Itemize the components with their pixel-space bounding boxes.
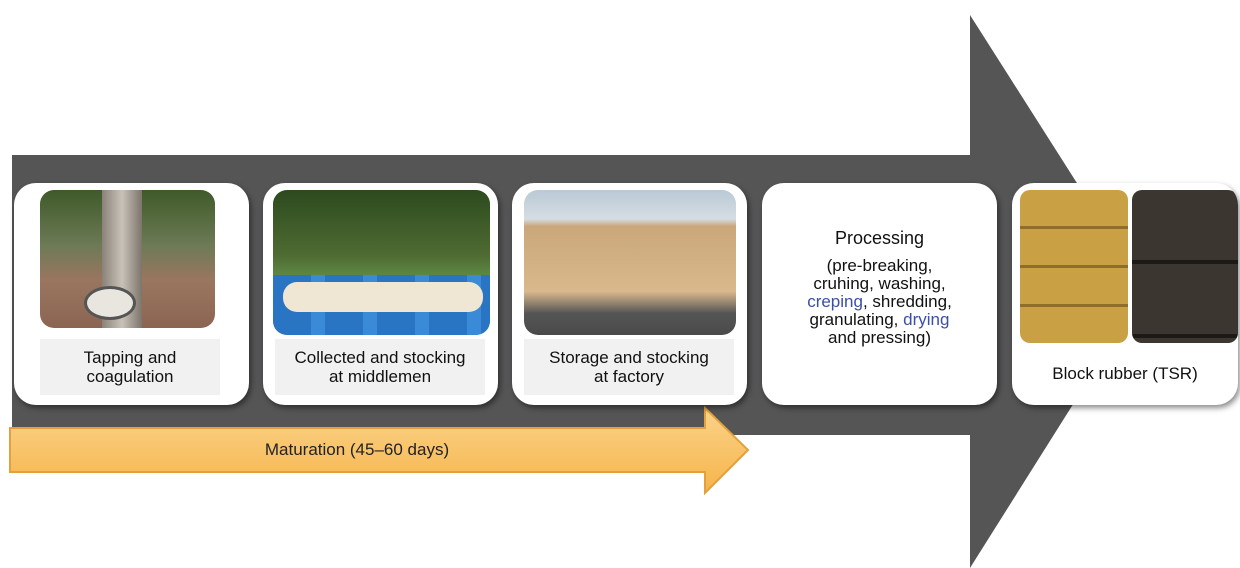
description-line: (pre-breaking, bbox=[762, 257, 997, 275]
description-text: , shredding, bbox=[862, 292, 952, 311]
step-card: Collected and stocking at middlemen bbox=[263, 183, 498, 405]
step-label: Storage and stocking at factory bbox=[524, 339, 734, 395]
step-label: Collected and stocking at middlemen bbox=[275, 339, 485, 395]
maturation-label: Maturation (45–60 days) bbox=[264, 440, 450, 459]
photo bbox=[273, 190, 490, 335]
photo bbox=[1020, 190, 1128, 343]
photo bbox=[1132, 190, 1238, 343]
highlight-word: drying bbox=[903, 310, 950, 329]
step-card: Storage and stocking at factory bbox=[512, 183, 747, 405]
highlight-word: creping bbox=[807, 292, 863, 311]
description-line: and pressing) bbox=[762, 329, 997, 347]
description-text: granulating, bbox=[809, 310, 904, 329]
processing-text: Processing (pre-breaking, cruhing, washin… bbox=[762, 183, 997, 347]
description-line: granulating, drying bbox=[762, 311, 997, 329]
description-line: cruhing, washing, bbox=[762, 275, 997, 293]
step-card: Block rubber (TSR) bbox=[1012, 183, 1238, 405]
processing-title: Processing bbox=[834, 228, 925, 248]
description-line: creping, shredding, bbox=[762, 293, 997, 311]
maturation-arrow bbox=[9, 405, 750, 496]
step-label: Tapping and coagulation bbox=[40, 339, 220, 395]
step-label: Block rubber (TSR) bbox=[1025, 353, 1225, 393]
description-text: and pressing) bbox=[827, 328, 931, 347]
step-card: Tapping and coagulation bbox=[14, 183, 249, 405]
description-text: cruhing, washing, bbox=[813, 274, 946, 293]
photo bbox=[40, 190, 215, 328]
processing-description: (pre-breaking, cruhing, washing, creping, … bbox=[762, 257, 997, 347]
description-text: (pre-breaking, bbox=[826, 256, 933, 275]
step-card: Processing (pre-breaking, cruhing, washin… bbox=[762, 183, 997, 405]
photo bbox=[524, 190, 736, 335]
